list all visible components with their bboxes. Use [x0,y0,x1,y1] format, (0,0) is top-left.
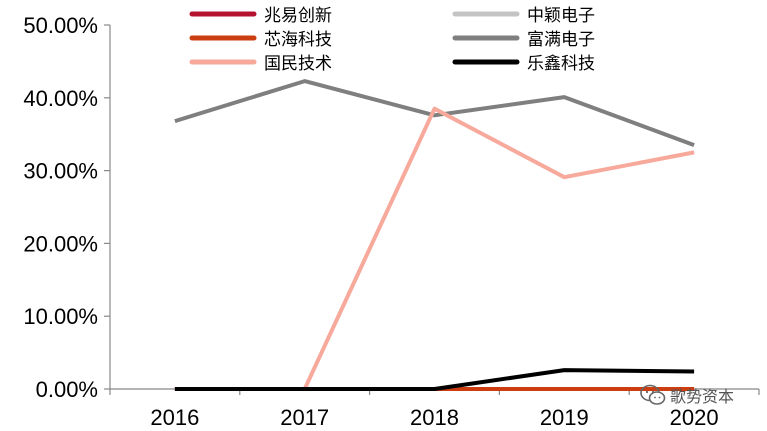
series-line [174,106,695,391]
y-tick-label: 50.00% [23,13,98,38]
x-tick-label: 2019 [540,405,589,430]
legend-label: 乐鑫科技 [527,54,595,74]
x-tick-label: 2020 [670,405,719,430]
x-tick-label: 2018 [410,405,459,430]
watermark-text: 歌势资本 [670,387,735,406]
y-tick-label: 10.00% [23,304,98,329]
legend-label: 兆易创新 [264,6,332,26]
wechat-icon [640,384,666,405]
series-line [174,368,695,391]
x-tick-label: 2016 [150,405,199,430]
axes: 0.00% 10.00% 20.00% 30.00% 40.00% 50.00% 2016 2… [23,13,760,430]
y-tick-label: 0.00% [36,377,98,402]
legend-label: 国民技术 [264,54,332,74]
y-tick-label: 30.00% [23,159,98,184]
series-layer [174,79,695,391]
watermark: 歌势资本 [640,383,734,407]
legend-label: 中颖电子 [527,6,595,26]
series-line [174,79,695,147]
y-tick-label: 40.00% [23,86,98,111]
legend-label: 富满电子 [527,30,595,50]
x-tick-label: 2017 [280,405,329,430]
y-tick-label: 20.00% [23,231,98,256]
legend-label: 芯海科技 [264,30,332,50]
